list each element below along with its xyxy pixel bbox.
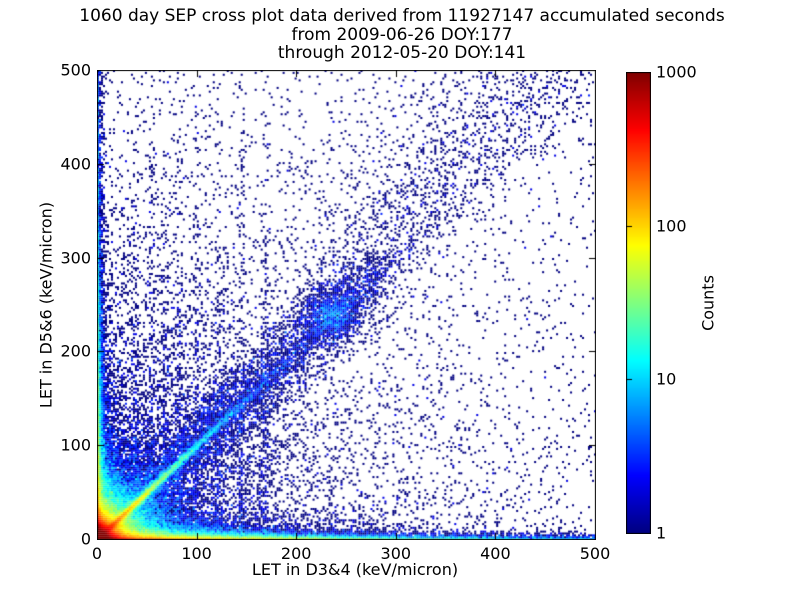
scatter-heatmap-canvas [97,70,596,540]
y-tick-label-100: 100 [60,435,91,455]
colorbar-canvas [626,72,651,534]
colorbar-label: Counts [698,275,718,331]
chart-title: 1060 day SEP cross plot data derived fro… [2,7,800,63]
chart-title-line-2: from 2009-06-26 DOY:177 [291,24,513,45]
y-tick-label-200: 200 [60,341,91,361]
x-tick-label-300: 300 [380,544,412,563]
colorbar-tick-label-10: 10 [656,369,677,389]
x-tick-label-500: 500 [579,544,611,563]
y-axis-label: LET in D5&6 (keV/micron) [36,201,56,409]
x-tick-label-400: 400 [480,544,511,563]
y-tick-label-500: 500 [60,60,91,80]
colorbar-tick-label-1000: 1000 [656,62,697,82]
x-tick-label-0: 0 [91,544,103,563]
colorbar-tick-label-1: 1 [656,523,667,543]
x-tick-label-100: 100 [181,544,212,563]
x-axis-label: LET in D3&4 (keV/micron) [251,560,459,579]
chart-title-line-3: through 2012-05-20 DOY:141 [277,43,527,63]
y-tick-label-0: 0 [80,529,91,549]
y-tick-label-400: 400 [60,154,91,174]
chart-title-line-1: 1060 day SEP cross plot data derived fro… [79,6,725,26]
y-tick-label-300: 300 [60,248,91,268]
x-tick-label-200: 200 [280,544,312,563]
colorbar-tick-label-100: 100 [656,216,687,236]
